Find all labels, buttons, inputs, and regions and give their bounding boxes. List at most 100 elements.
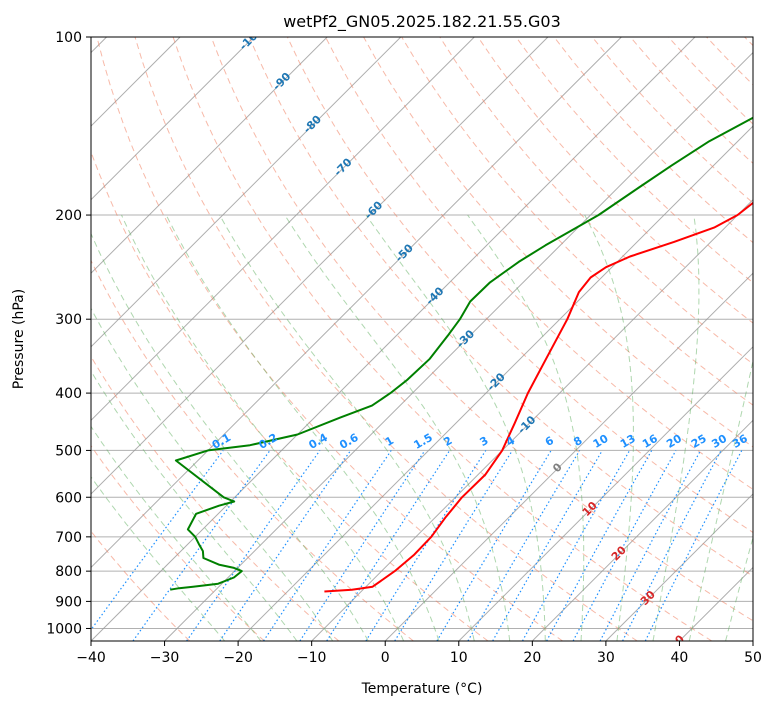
isotherm-label: -40 [423, 284, 446, 307]
mixing-ratio-label: 30 [709, 432, 729, 451]
temperature-profile [324, 201, 753, 593]
dewpoint-profile [170, 116, 753, 591]
moist-adiabat [725, 535, 753, 641]
mixing-ratio-line [436, 450, 552, 641]
isotherm-label: -50 [393, 241, 416, 264]
dry-adiabat [96, 37, 563, 641]
x-tick-label: −20 [223, 650, 253, 666]
plot-area: 0.1 0.2 0.4 0.6 1 1.5 2 3 4 6 8 10 13 16 20 25 30 36-100-… [91, 24, 753, 652]
y-tick-label: 100 [55, 30, 82, 46]
y-tick-label: 500 [55, 443, 82, 459]
moist-adiabat [165, 214, 440, 641]
mixing-ratio-line [91, 450, 224, 631]
isotherm-gridline [311, 198, 753, 641]
isotherm-gridline [91, 37, 549, 495]
dry-adiabat [668, 37, 753, 125]
isotherm-gridline [384, 272, 753, 641]
moist-adiabat [91, 232, 369, 641]
dry-adiabat [91, 355, 340, 641]
isotherm-gridline [91, 37, 622, 569]
y-axis-ticks: 100 200 300 400 500 600 700 800 900 1000 [46, 30, 91, 637]
dry-adiabat [515, 37, 753, 284]
isotherm-gridline [91, 37, 402, 348]
mixing-ratio-line [467, 450, 581, 641]
dry-adiabat [134, 37, 638, 641]
mixing-ratio-label: 8 [571, 434, 584, 449]
dry-adiabat [91, 150, 489, 641]
mixing-ratio-label: 36 [730, 432, 750, 451]
dry-adiabats [91, 37, 753, 641]
mixing-ratio-line [365, 450, 487, 641]
x-axis-ticks: −40 −30 −20 −10 0 10 20 30 40 50 [76, 641, 762, 666]
y-tick-label: 800 [55, 564, 82, 580]
y-tick-label: 200 [55, 208, 82, 224]
x-tick-label: 10 [450, 650, 468, 666]
mixing-ratio-lines [91, 450, 743, 641]
x-tick-label: 50 [744, 650, 762, 666]
sounding-profiles [170, 116, 753, 593]
x-tick-label: −10 [297, 650, 327, 666]
isotherm-label: 0 [550, 460, 565, 475]
isotherm-gridline [91, 37, 328, 274]
isotherm-label: -100 [237, 24, 266, 53]
mixing-ratio-line [572, 450, 677, 641]
mixing-ratio-line [326, 450, 451, 641]
moist-adiabat [219, 214, 475, 641]
pressure-gridlines [91, 37, 753, 629]
x-axis-label: Temperature (°C) [361, 681, 483, 697]
dry-adiabat [91, 530, 191, 641]
moist-adiabat [91, 476, 225, 641]
dry-adiabat [325, 37, 753, 490]
isotherm-gridline [91, 37, 696, 641]
dry-adiabat [248, 37, 753, 577]
mixing-ratio-line [262, 450, 392, 641]
isotherm-label: 40 [667, 632, 687, 652]
isotherm-gridline [164, 51, 753, 641]
isotherm-gridline [605, 493, 753, 641]
y-tick-label: 900 [55, 594, 82, 610]
isotherm-label: -30 [454, 327, 477, 350]
dry-adiabat [91, 259, 414, 641]
dry-adiabat [210, 37, 753, 622]
moist-adiabat [688, 358, 753, 641]
mixing-ratio-label: 13 [618, 432, 638, 451]
isotherm-label: -90 [270, 70, 293, 93]
isotherm-gridline [91, 37, 181, 127]
x-tick-label: 0 [381, 650, 390, 666]
isotherm-gridline [531, 419, 753, 641]
x-tick-label: 20 [523, 650, 541, 666]
mixing-ratio-label: 25 [689, 432, 709, 451]
mixing-ratio-line [521, 450, 631, 641]
y-tick-label: 600 [55, 490, 82, 506]
isotherm-gridline [91, 37, 255, 201]
moist-adiabat [91, 425, 262, 641]
plot-frame [90, 36, 754, 642]
mixing-ratio-label: 20 [664, 432, 684, 451]
mixing-ratio-label: 1.5 [411, 431, 434, 452]
x-tick-label: −40 [76, 650, 106, 666]
isotherm-gridline [679, 566, 753, 641]
y-tick-label: 400 [55, 386, 82, 402]
mixing-ratio-label: 16 [640, 432, 660, 451]
mixing-ratio-label: 3 [477, 434, 490, 449]
moist-adiabat [365, 214, 546, 641]
x-tick-label: 40 [671, 650, 689, 666]
x-tick-label: −30 [150, 650, 180, 666]
y-tick-label: 700 [55, 530, 82, 546]
skewed-isotherm-gridlines [91, 37, 753, 641]
mixing-ratio-label: 0.2 [257, 431, 280, 452]
isotherm-label: -60 [362, 198, 385, 221]
mixing-ratio-line [394, 450, 513, 641]
moist-adiabats [91, 214, 753, 641]
dry-adiabat [172, 37, 713, 641]
isotherm-label: -70 [331, 155, 354, 178]
mixing-ratio-line [299, 450, 426, 641]
isotherm-gridline [237, 125, 753, 641]
isotherm-label: -10 [515, 413, 538, 436]
moist-adiabat [652, 214, 700, 641]
mixing-ratio-label: 10 [591, 432, 611, 451]
dry-adiabat [553, 37, 753, 244]
dry-adiabat [91, 444, 265, 641]
mixing-ratio-line [599, 450, 702, 641]
in-plot-labels: 0.1 0.2 0.4 0.6 1 1.5 2 3 4 6 8 10 13 16 20 25 30 36-100-… [210, 24, 750, 652]
